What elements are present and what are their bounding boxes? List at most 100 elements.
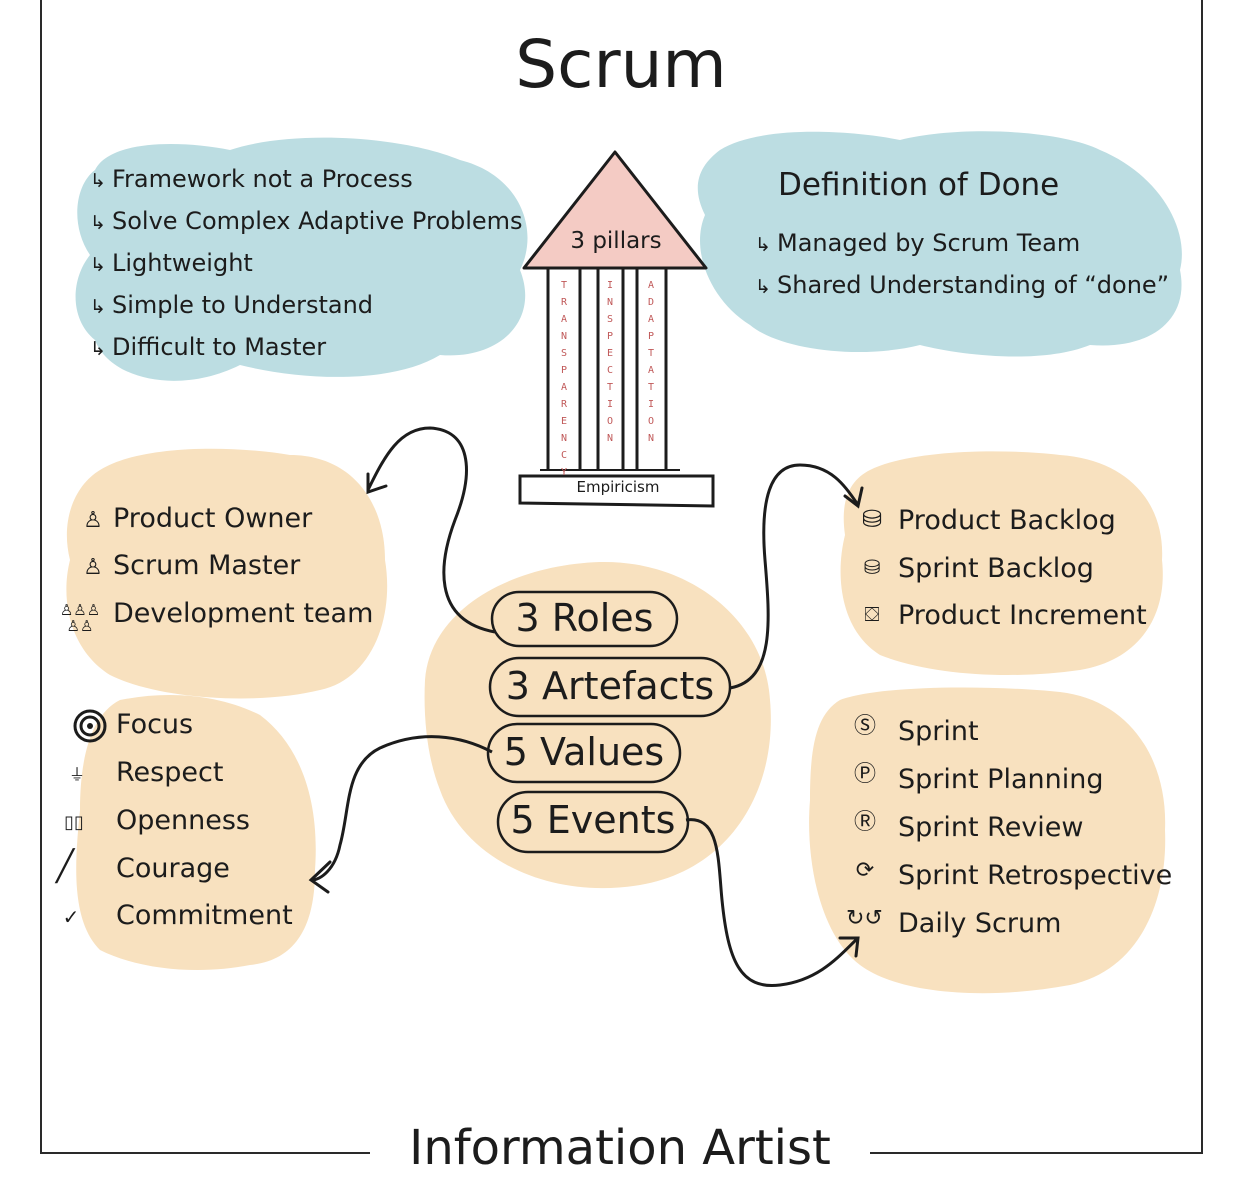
value-commitment: Commitment bbox=[116, 900, 293, 931]
artefact-product-backlog: Product Backlog bbox=[898, 505, 1116, 536]
artefacts-arrow bbox=[729, 463, 860, 690]
temple-base bbox=[518, 474, 715, 508]
footer-brand: Information Artist bbox=[370, 1120, 870, 1176]
pillar-letter: S bbox=[560, 348, 568, 359]
pillar-letter: C bbox=[606, 365, 614, 376]
values-arrowhead bbox=[308, 860, 332, 894]
pillar-letter: E bbox=[560, 416, 568, 427]
bullet-arrow-icon: ↳ bbox=[90, 296, 106, 318]
event-sprint-retrospective: Sprint Retrospective bbox=[898, 860, 1173, 891]
pillar-letter: T bbox=[647, 348, 655, 359]
pillars-roof-label: 3 pillars bbox=[570, 228, 662, 254]
event-sprint-review: Sprint Review bbox=[898, 812, 1084, 843]
value-openness: Openness bbox=[116, 805, 250, 836]
characteristics-cloud bbox=[75, 137, 528, 381]
role-scrum-master: Scrum Master bbox=[113, 550, 301, 581]
artefact-sprint-backlog: Sprint Backlog bbox=[898, 553, 1094, 584]
value-respect: Respect bbox=[116, 757, 224, 788]
role-development-team: Development team bbox=[113, 598, 374, 629]
temple-roof bbox=[522, 150, 708, 270]
pillar-letter: T bbox=[606, 382, 614, 393]
person-icon: ♙ bbox=[83, 555, 103, 580]
target-icon bbox=[73, 709, 107, 743]
artefact-product-increment: Product Increment bbox=[898, 600, 1147, 631]
pillar-letter: A bbox=[647, 365, 655, 376]
roles-arrow bbox=[366, 426, 496, 634]
pillar-letter: N bbox=[647, 433, 655, 444]
pillar-letter: A bbox=[560, 382, 568, 393]
value-courage: Courage bbox=[116, 853, 230, 884]
pillar-letter: I bbox=[647, 399, 655, 410]
characteristic-item: ↳ Simple to Understand bbox=[90, 290, 373, 322]
value-focus: Focus bbox=[116, 709, 194, 740]
bullet-arrow-icon: ↳ bbox=[755, 234, 771, 256]
pillar-letter: Y bbox=[560, 467, 568, 478]
center-values-label: 5 Values bbox=[503, 730, 665, 774]
roles-cloud bbox=[66, 448, 388, 699]
values-cloud bbox=[76, 695, 316, 970]
pillar-letter: A bbox=[647, 314, 655, 325]
check-icon: ✓ bbox=[62, 905, 80, 929]
pillar-letter: A bbox=[560, 314, 568, 325]
pillar-letter: P bbox=[560, 365, 568, 376]
retro-icon: ⟳ bbox=[855, 858, 875, 883]
jar-icon: ⛁ bbox=[863, 555, 881, 579]
pillar-letter: S bbox=[606, 314, 614, 325]
pillar-letter: R bbox=[560, 399, 568, 410]
pencil-icon: ╱ bbox=[55, 849, 75, 884]
team-icon: ♙♙♙ ♙♙ bbox=[59, 601, 101, 635]
pillar-letter: O bbox=[606, 416, 614, 427]
values-pill-outline bbox=[486, 722, 682, 784]
person-icon: ♙ bbox=[83, 508, 103, 533]
center-events-label: 5 Events bbox=[510, 798, 676, 842]
characteristic-item: ↳ Difficult to Master bbox=[90, 332, 326, 364]
pillar-letter: R bbox=[560, 297, 568, 308]
jar-icon: ⛁ bbox=[861, 505, 883, 533]
center-roles-label: 3 Roles bbox=[515, 596, 654, 640]
pillar-letter: N bbox=[560, 331, 568, 342]
planning-icon: Ⓟ bbox=[853, 762, 876, 787]
pillar-letter: O bbox=[647, 416, 655, 427]
bullet-arrow-icon: ↳ bbox=[90, 254, 106, 276]
event-sprint-planning: Sprint Planning bbox=[898, 764, 1104, 795]
pillar-letter: D bbox=[647, 297, 655, 308]
events-cloud bbox=[809, 687, 1166, 994]
event-sprint: Sprint bbox=[898, 716, 979, 747]
review-icon: Ⓡ bbox=[853, 810, 876, 835]
bullet-arrow-icon: ↳ bbox=[90, 338, 106, 360]
empiricism-base-label: Empiricism bbox=[576, 478, 660, 496]
events-pill-outline bbox=[496, 790, 690, 854]
center-artefacts-label: 3 Artefacts bbox=[505, 664, 715, 708]
daily-icon: ↻↺ bbox=[846, 906, 883, 931]
pillar-letter: P bbox=[606, 331, 614, 342]
pillar-letter: I bbox=[606, 280, 614, 291]
bullet-arrow-icon: ↳ bbox=[755, 276, 771, 298]
pillar-letter: I bbox=[606, 399, 614, 410]
bullet-arrow-icon: ↳ bbox=[90, 170, 106, 192]
definition-of-done-cloud bbox=[697, 131, 1182, 357]
pillar-letter: N bbox=[606, 433, 614, 444]
dod-item: ↳ Managed by Scrum Team bbox=[755, 228, 1080, 260]
definition-of-done-title: Definition of Done bbox=[778, 167, 1060, 203]
dod-item: ↳ Shared Understanding of “done” bbox=[755, 270, 1169, 302]
characteristic-item: ↳ Solve Complex Adaptive Problems bbox=[90, 206, 523, 238]
page-title: Scrum bbox=[515, 26, 727, 103]
events-arrow bbox=[685, 818, 860, 988]
pillar-letter: T bbox=[647, 382, 655, 393]
gift-jar-icon: ⛋ bbox=[864, 602, 880, 626]
pillar-letter: T bbox=[560, 280, 568, 291]
event-daily-scrum: Daily Scrum bbox=[898, 908, 1062, 939]
artefacts-arrowhead bbox=[843, 486, 864, 509]
bullet-arrow-icon: ↳ bbox=[90, 212, 106, 234]
sprint-icon: Ⓢ bbox=[853, 714, 876, 739]
values-arrow bbox=[311, 735, 493, 882]
characteristic-item: ↳ Framework not a Process bbox=[90, 164, 413, 196]
book-icon: ▯▯ bbox=[64, 812, 84, 833]
characteristic-item: ↳ Lightweight bbox=[90, 248, 253, 280]
pillar-letter: N bbox=[560, 433, 568, 444]
